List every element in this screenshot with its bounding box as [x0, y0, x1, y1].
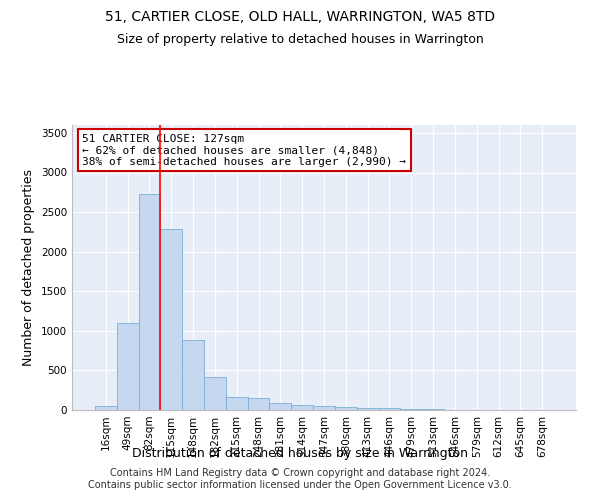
Bar: [400, 409, 422, 410]
Bar: [160, 228, 182, 410]
Bar: [291, 405, 313, 410]
Text: Contains HM Land Registry data © Crown copyright and database right 2024.
Contai: Contains HM Land Registry data © Crown c…: [88, 468, 512, 490]
Bar: [269, 403, 291, 410]
Bar: [139, 194, 160, 410]
Bar: [182, 340, 204, 410]
Bar: [357, 408, 379, 410]
Y-axis label: Number of detached properties: Number of detached properties: [22, 169, 35, 366]
Bar: [117, 323, 139, 410]
Text: 51, CARTIER CLOSE, OLD HALL, WARRINGTON, WA5 8TD: 51, CARTIER CLOSE, OLD HALL, WARRINGTON,…: [105, 10, 495, 24]
Bar: [379, 408, 400, 410]
Bar: [95, 406, 117, 410]
Bar: [248, 398, 269, 410]
Text: Size of property relative to detached houses in Warrington: Size of property relative to detached ho…: [116, 32, 484, 46]
Bar: [226, 396, 248, 410]
Bar: [335, 407, 357, 410]
Bar: [204, 377, 226, 410]
Text: Distribution of detached houses by size in Warrington: Distribution of detached houses by size …: [132, 448, 468, 460]
Bar: [313, 406, 335, 410]
Text: 51 CARTIER CLOSE: 127sqm
← 62% of detached houses are smaller (4,848)
38% of sem: 51 CARTIER CLOSE: 127sqm ← 62% of detach…: [82, 134, 406, 167]
